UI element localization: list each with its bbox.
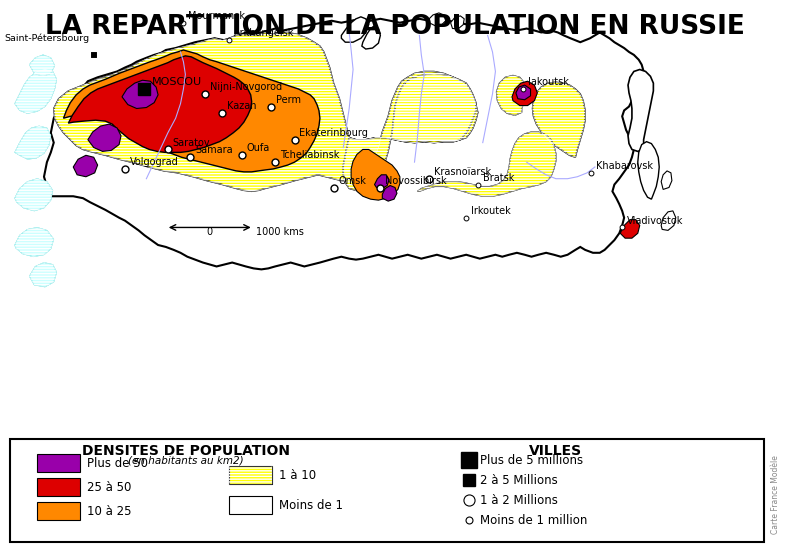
Text: Omsk: Omsk: [338, 177, 367, 186]
Polygon shape: [516, 85, 531, 100]
Text: Carte France Modèle: Carte France Modèle: [771, 455, 780, 535]
Text: Mourmansk: Mourmansk: [188, 11, 246, 21]
Text: Bratsk: Bratsk: [483, 173, 514, 183]
Text: Oufa: Oufa: [246, 144, 270, 153]
Polygon shape: [620, 219, 640, 238]
Text: Moins de 1 million: Moins de 1 million: [480, 514, 588, 527]
Polygon shape: [54, 32, 478, 191]
Polygon shape: [638, 142, 659, 199]
Bar: [228, 466, 272, 485]
Bar: [36, 478, 80, 497]
Polygon shape: [661, 171, 672, 189]
Polygon shape: [417, 132, 556, 196]
Text: 25 à 50: 25 à 50: [87, 481, 131, 494]
Polygon shape: [362, 26, 380, 49]
Polygon shape: [351, 150, 400, 200]
Text: Vladivostok: Vladivostok: [627, 216, 683, 225]
Text: MOSCOU: MOSCOU: [152, 77, 202, 87]
Text: Saratov: Saratov: [173, 138, 210, 147]
Polygon shape: [69, 56, 252, 152]
Text: Moins de 1: Moins de 1: [279, 499, 343, 512]
Text: Novossibirsk: Novossibirsk: [386, 177, 447, 186]
Polygon shape: [374, 175, 389, 189]
Polygon shape: [15, 126, 51, 159]
Polygon shape: [15, 69, 57, 113]
Polygon shape: [15, 228, 54, 257]
Text: Perm: Perm: [276, 95, 301, 104]
Polygon shape: [344, 73, 476, 190]
Text: (en habitants au km2): (en habitants au km2): [128, 455, 243, 465]
Polygon shape: [429, 13, 446, 26]
Polygon shape: [122, 80, 158, 108]
Bar: [36, 454, 80, 472]
Polygon shape: [63, 50, 320, 172]
Polygon shape: [88, 124, 121, 151]
Polygon shape: [44, 19, 644, 270]
Polygon shape: [15, 179, 53, 211]
Bar: [228, 466, 272, 485]
Text: Ekaterinbourg: Ekaterinbourg: [299, 128, 368, 138]
Polygon shape: [450, 16, 465, 29]
Polygon shape: [29, 262, 57, 287]
Text: Kazan: Kazan: [228, 101, 257, 112]
Text: Khabarovsk: Khabarovsk: [596, 161, 653, 171]
Text: Nijni-Novgorod: Nijni-Novgorod: [210, 82, 282, 92]
Text: 1 à 2 Millions: 1 à 2 Millions: [480, 494, 558, 507]
Polygon shape: [628, 69, 653, 151]
Text: 1000 kms: 1000 kms: [256, 227, 303, 237]
Polygon shape: [29, 55, 55, 76]
Polygon shape: [341, 17, 369, 42]
Text: Saint-Pétersbourg: Saint-Pétersbourg: [5, 34, 90, 43]
Bar: [228, 497, 272, 514]
Text: Iakoutsk: Iakoutsk: [528, 77, 569, 87]
Polygon shape: [532, 82, 585, 157]
Text: Plus de 5 millions: Plus de 5 millions: [480, 454, 583, 467]
Text: 0: 0: [207, 227, 213, 237]
Text: Volgograd: Volgograd: [130, 157, 179, 167]
Polygon shape: [382, 185, 397, 201]
Polygon shape: [73, 155, 98, 177]
Polygon shape: [661, 211, 675, 230]
Text: Plus de 50: Plus de 50: [87, 457, 148, 470]
Text: 2 à 5 Millions: 2 à 5 Millions: [480, 474, 558, 487]
Text: 1 à 10: 1 à 10: [279, 469, 316, 482]
Text: Tcheliabinsk: Tcheliabinsk: [280, 150, 340, 160]
Bar: [36, 502, 80, 520]
Text: Arkhangelsk: Arkhangelsk: [234, 28, 295, 38]
Polygon shape: [496, 75, 527, 116]
Text: Samara: Samara: [195, 145, 233, 155]
Text: 10 à 25: 10 à 25: [87, 505, 131, 518]
Text: LA REPARTITION DE LA POPULATION EN RUSSIE: LA REPARTITION DE LA POPULATION EN RUSSI…: [45, 14, 745, 40]
Text: Krasnoïarsk: Krasnoïarsk: [434, 167, 491, 177]
Text: VILLES: VILLES: [529, 444, 581, 458]
Text: Irkoutek: Irkoutek: [471, 206, 511, 216]
Polygon shape: [512, 81, 537, 106]
Text: DENSITES DE POPULATION: DENSITES DE POPULATION: [81, 444, 289, 458]
